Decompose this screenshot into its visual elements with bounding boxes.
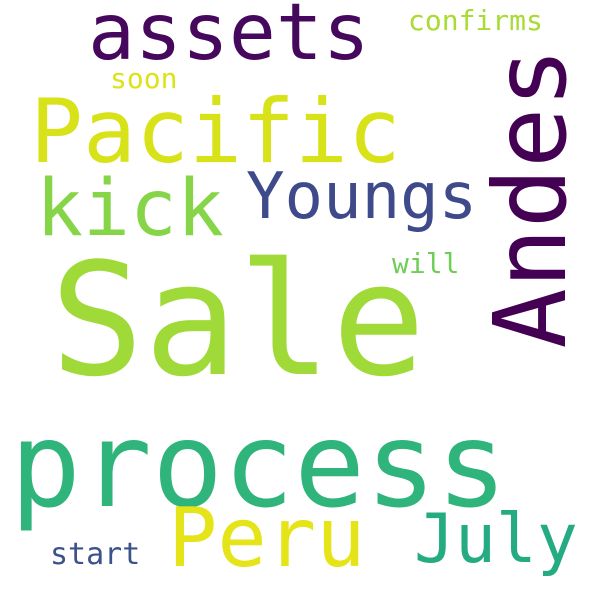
word-sale: Sale: [50, 229, 426, 411]
word-pacific: Pacific: [30, 80, 401, 183]
word-process: process: [10, 396, 508, 534]
word-andes: Andes: [472, 38, 589, 358]
word-confirms: confirms: [408, 4, 543, 37]
word-andes-label: Andes: [472, 47, 589, 349]
word-july: July: [414, 500, 578, 579]
word-assets: assets: [88, 0, 370, 78]
word-peru: Peru: [168, 491, 366, 586]
word-youngs: Youngs: [246, 160, 478, 234]
word-soon: soon: [110, 62, 178, 95]
word-will: will: [392, 247, 460, 280]
word-kick: kick: [36, 164, 224, 254]
word-start: start: [50, 537, 141, 572]
